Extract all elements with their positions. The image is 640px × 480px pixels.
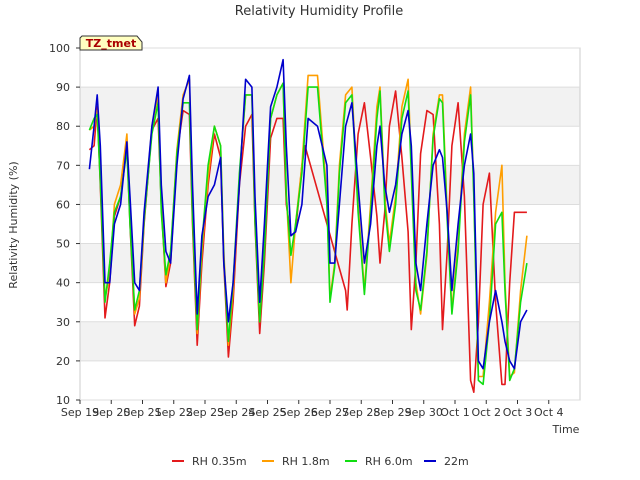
series-line-22m <box>88 58 528 370</box>
plot-bands <box>80 87 580 361</box>
y-tick-label-9: 100 <box>49 42 70 55</box>
tz-tag-label: TZ_tmet <box>86 37 136 50</box>
y-tick-label-3: 40 <box>56 277 70 290</box>
x-tick-label-1: Sep 20 <box>92 406 130 419</box>
x-tick-label-4: Sep 23 <box>186 406 224 419</box>
y-tick-label-5: 60 <box>56 198 70 211</box>
x-axis-label: Time <box>552 423 580 436</box>
legend-label-rh-0-35m: RH 0.35m <box>192 455 247 468</box>
x-tick-label-11: Sep 30 <box>405 406 443 419</box>
x-tick-label-15: Oct 4 <box>534 406 564 419</box>
series-lines <box>88 58 528 394</box>
legend-label-rh-6-0m: RH 6.0m <box>365 455 413 468</box>
background-band-3 <box>80 87 580 127</box>
tz-tag-box <box>79 35 143 51</box>
chart-title: Relativity Humidity Profile <box>235 4 403 19</box>
y-tick-label-8: 90 <box>56 81 70 94</box>
x-tick-label-8: Sep 27 <box>311 406 349 419</box>
y-tick-label-1: 20 <box>56 355 70 368</box>
x-tick-label-12: Oct 1 <box>440 406 470 419</box>
x-tick-label-13: Oct 2 <box>471 406 501 419</box>
y-tick-label-0: 10 <box>56 394 70 407</box>
x-tick-label-9: Sep 28 <box>342 406 380 419</box>
y-tick-label-4: 50 <box>56 238 70 251</box>
x-tick-label-7: Sep 26 <box>280 406 318 419</box>
legend-label-rh-1-8m: RH 1.8m <box>282 455 330 468</box>
y-tick-label-2: 30 <box>56 316 70 329</box>
x-tick-label-14: Oct 3 <box>503 406 533 419</box>
y-axis-label: Relativity Humidity (%) <box>7 161 20 288</box>
x-tick-label-5: Sep 24 <box>217 406 255 419</box>
x-tick-label-0: Sep 19 <box>61 406 99 419</box>
series-line-rh-6-0m <box>88 82 528 386</box>
legend: RH 0.35m RH 1.8m RH 6.0m 22m <box>172 455 469 468</box>
x-tick-label-10: Sep 29 <box>373 406 411 419</box>
background-band-0 <box>80 321 580 361</box>
y-tick-label-6: 70 <box>56 159 70 172</box>
y-tick-label-7: 80 <box>56 120 70 133</box>
legend-label-22m: 22m <box>444 455 469 468</box>
background-band-2 <box>80 165 580 205</box>
x-tick-label-3: Sep 22 <box>155 406 193 419</box>
tz-tag: TZ_tmet <box>79 35 143 51</box>
x-tick-label-6: Sep 25 <box>248 406 286 419</box>
x-tick-label-2: Sep 21 <box>123 406 161 419</box>
